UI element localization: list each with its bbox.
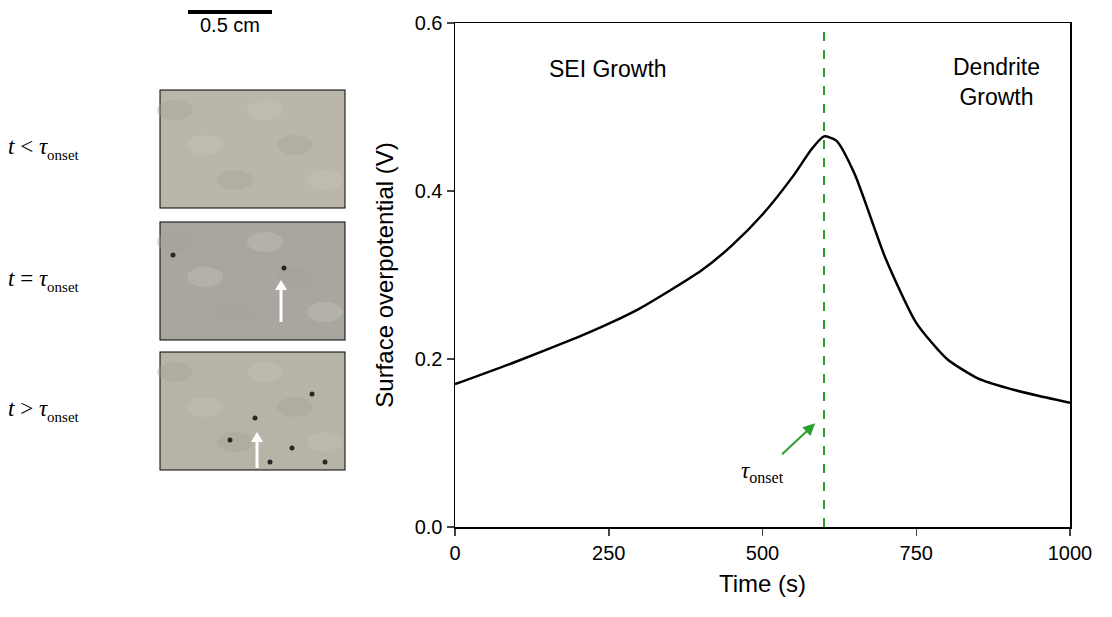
svg-text:SEI Growth: SEI Growth xyxy=(549,56,667,82)
svg-text:0.4: 0.4 xyxy=(415,180,443,202)
html-text:0.5 cm: 0.5 cm xyxy=(200,14,260,36)
svg-text:τ​onset​: τ​onset​ xyxy=(741,458,784,486)
svg-text:0.0: 0.0 xyxy=(415,516,443,538)
svg-text:0.2: 0.2 xyxy=(415,348,443,370)
svg-text:750: 750 xyxy=(900,542,933,564)
html-text:t > τonset: t > τonset xyxy=(8,396,79,425)
svg-text:0.6: 0.6 xyxy=(415,12,443,34)
svg-text:1000: 1000 xyxy=(1048,542,1093,564)
svg-text:250: 250 xyxy=(592,542,625,564)
svg-text:DendriteGrowth: DendriteGrowth xyxy=(953,54,1040,110)
svg-text:500: 500 xyxy=(746,542,779,564)
html-text:t < τonset: t < τonset xyxy=(8,134,79,163)
svg-text:0: 0 xyxy=(449,542,460,564)
svg-text:Surface overpotential (V): Surface overpotential (V) xyxy=(371,142,398,407)
html-text:t = τonset: t = τonset xyxy=(8,266,79,295)
svg-text:Time (s): Time (s) xyxy=(719,570,806,597)
